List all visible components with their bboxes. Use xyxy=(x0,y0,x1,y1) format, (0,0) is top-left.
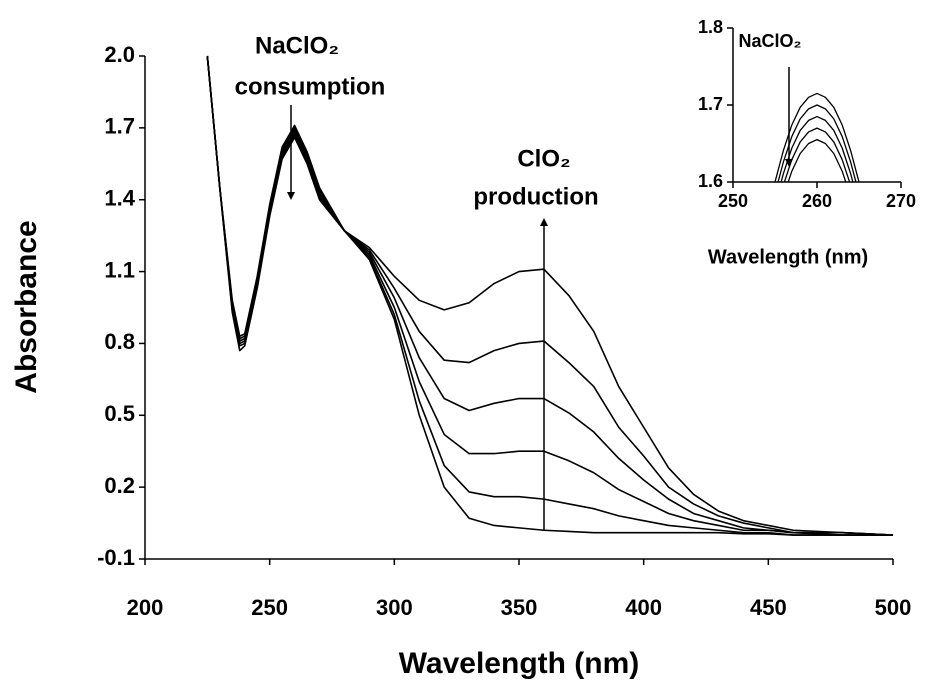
spectrum-line xyxy=(780,115,854,182)
y-tick-label: 1.7 xyxy=(104,114,135,139)
x-tick-label: 200 xyxy=(127,595,164,620)
spectrum-line xyxy=(206,55,894,536)
y-tick-label: 0.5 xyxy=(104,401,135,426)
y-tick-label: 1.4 xyxy=(104,186,135,211)
annotation: ClO₂ xyxy=(517,145,570,172)
y-axis-label: Absorbance xyxy=(10,220,43,393)
y-tick-label: 0.2 xyxy=(104,473,135,498)
x-tick-label: 270 xyxy=(886,191,916,211)
x-tick-label: 400 xyxy=(625,595,662,620)
spectrum-line xyxy=(787,138,847,182)
x-tick-label: 260 xyxy=(802,191,832,211)
x-tick-label: 300 xyxy=(376,595,413,620)
y-tick-label: 0.8 xyxy=(104,329,135,354)
plot-area xyxy=(206,55,894,536)
y-tick-label: -0.1 xyxy=(97,545,135,570)
x-axis-label: Wavelength (nm) xyxy=(708,246,868,268)
y-tick-label: 1.8 xyxy=(698,17,723,37)
annotation: NaClO₂ xyxy=(255,32,339,59)
y-tick-label: 1.7 xyxy=(698,94,723,114)
x-axis-label: Wavelength (nm) xyxy=(399,647,640,680)
y-tick-label: 1.1 xyxy=(104,257,135,282)
x-tick-label: 500 xyxy=(875,595,912,620)
x-tick-label: 350 xyxy=(501,595,538,620)
y-tick-label: 1.6 xyxy=(698,171,723,191)
x-tick-label: 250 xyxy=(251,595,288,620)
spectrum-line xyxy=(206,55,893,536)
spectrum-line xyxy=(206,55,894,536)
x-tick-label: 450 xyxy=(750,595,787,620)
spectrum-line xyxy=(783,127,851,182)
y-tick-label: 2.0 xyxy=(104,42,135,67)
spectrum-line xyxy=(206,55,894,536)
spectrum-line xyxy=(774,92,860,182)
x-tick-label: 250 xyxy=(718,191,748,211)
spectrum-line xyxy=(777,104,857,182)
plot-area xyxy=(774,92,860,182)
annotation: production xyxy=(473,183,598,210)
spectrum-line xyxy=(206,55,893,536)
annotation: NaClO₂ xyxy=(738,31,801,51)
spectrum-line xyxy=(206,55,893,536)
annotation: consumption xyxy=(235,73,386,100)
